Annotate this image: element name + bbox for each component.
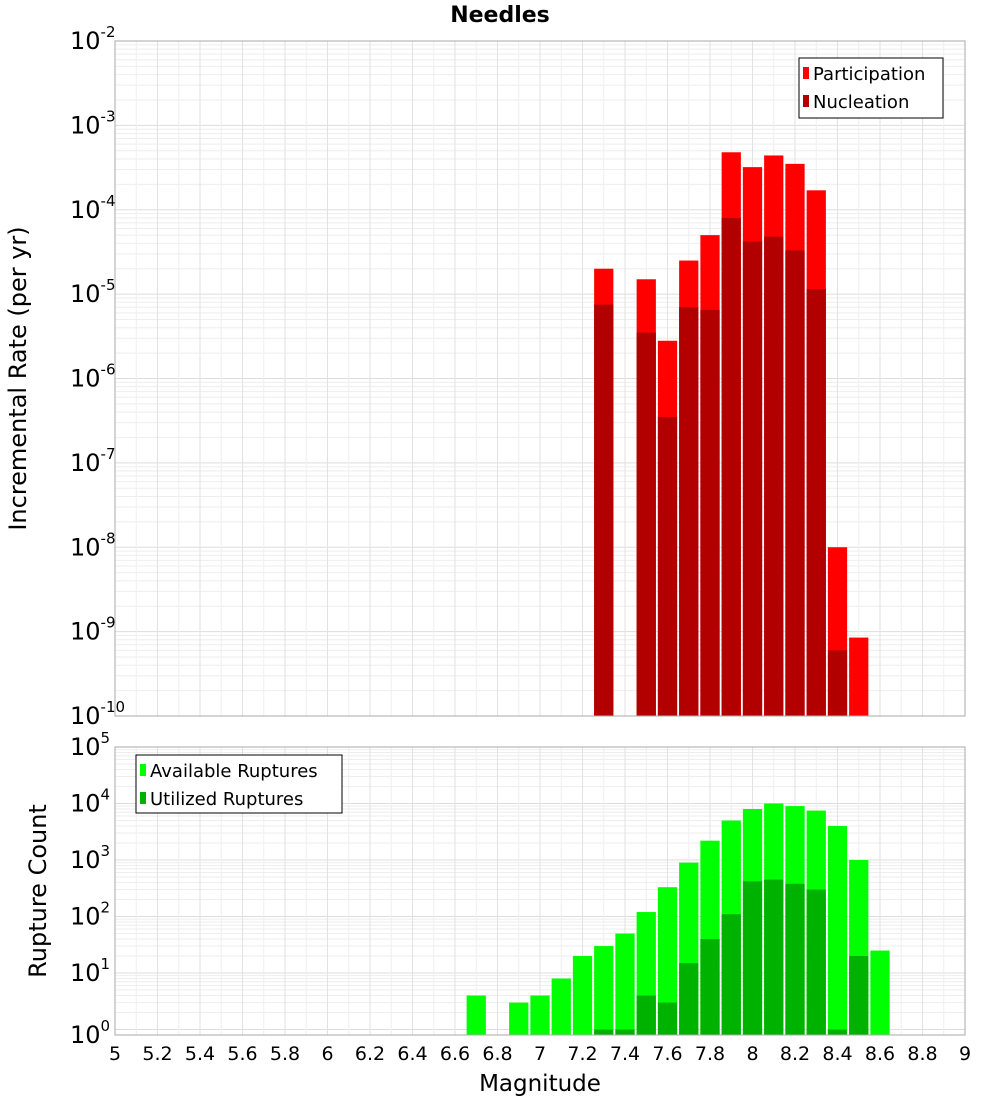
bar-available-ruptures (551, 978, 571, 1035)
chart-title: Needles (450, 3, 550, 28)
bar-utilized-ruptures (764, 879, 784, 1035)
bar-nucleation (742, 241, 763, 717)
plot-panel-2: 100 101 102 103 104 105 (70, 729, 966, 1049)
bar-available-ruptures (466, 995, 486, 1035)
bar-nucleation (827, 650, 848, 716)
y-tick-label: 10-2 (70, 23, 116, 55)
x-tick-label: 8 (746, 1043, 758, 1065)
bar-available-ruptures (657, 887, 678, 1035)
x-tick-label: 8.4 (822, 1043, 852, 1065)
bar-utilized-ruptures (636, 995, 656, 1035)
bar-utilized-ruptures (700, 939, 720, 1035)
x-tick-label: 7.6 (652, 1043, 682, 1065)
x-tick-label: 6 (321, 1043, 333, 1065)
plot-frame (114, 40, 966, 717)
x-tick-label: 6.4 (397, 1043, 427, 1065)
bar-nucleation (764, 236, 784, 716)
plot-panel-1: 10-10 10-9 10-8 10-7 10-6 10-5 10-4 10-3 10-2 (70, 23, 966, 730)
bar-nucleation (594, 304, 614, 716)
bar-available-ruptures (530, 995, 550, 1035)
legend-swatch (140, 792, 146, 804)
y-tick-label: 10-8 (70, 529, 116, 561)
x-axis-label: Magnitude (479, 1071, 601, 1097)
y-tick-label: 10-5 (70, 276, 116, 308)
bar-utilized-ruptures (806, 889, 826, 1035)
y-tick-label: 10-4 (70, 192, 116, 224)
x-tick-label: 7 (534, 1043, 546, 1065)
x-tick-label: 6.8 (482, 1043, 512, 1065)
x-tick-label: 8.2 (780, 1043, 810, 1065)
bar-available-ruptures (615, 933, 635, 1035)
y-axis-label: Incremental Rate (per yr) (4, 226, 32, 530)
y-tick-label: 10-7 (70, 445, 116, 477)
x-tick-label: 5.6 (227, 1043, 257, 1065)
y-tick-label: 105 (70, 729, 110, 761)
bar-nucleation (785, 250, 805, 717)
x-tick-label: 7.8 (695, 1043, 725, 1065)
bar-nucleation (657, 416, 678, 716)
bar-utilized-ruptures (679, 963, 699, 1035)
bar-available-ruptures (572, 956, 593, 1035)
bar-nucleation (679, 307, 699, 716)
bar-utilized-ruptures (657, 1002, 678, 1035)
x-tick-label: 7.2 (567, 1043, 597, 1065)
legend-label: Participation (813, 64, 925, 85)
x-tick-label: 8.6 (865, 1043, 895, 1065)
y-tick-label: 10-3 (70, 107, 116, 139)
bar-utilized-ruptures (721, 914, 741, 1035)
bar-available-ruptures (594, 946, 614, 1035)
legend-swatch (803, 67, 809, 79)
x-tick-label: 6.6 (440, 1043, 470, 1065)
legend-label: Available Ruptures (150, 761, 318, 782)
bar-available-ruptures (509, 1002, 529, 1035)
y-tick-label: 10-6 (70, 361, 116, 393)
legend-swatch (140, 764, 146, 776)
y-tick-label: 10-10 (70, 698, 125, 730)
x-tick-label: 5.2 (142, 1043, 172, 1065)
bar-nucleation (700, 309, 720, 716)
x-tick-label: 5.4 (185, 1043, 215, 1065)
bar-available-ruptures (827, 825, 848, 1035)
bar-available-ruptures (870, 950, 890, 1035)
y-tick-label: 101 (70, 955, 110, 987)
x-tick-label: 5 (109, 1043, 121, 1065)
bar-utilized-ruptures (594, 1029, 614, 1035)
x-tick-label: 7.4 (610, 1043, 640, 1065)
x-tick-label: 6.2 (355, 1043, 385, 1065)
legend-label: Nucleation (813, 92, 909, 113)
y-tick-label: 102 (70, 899, 110, 931)
legend-box (798, 57, 944, 119)
legend: Participation Nucleation (798, 57, 944, 119)
bar-utilized-ruptures (827, 1029, 848, 1035)
x-tick-label: 8.8 (907, 1043, 937, 1065)
y-tick-label: 103 (70, 842, 110, 874)
legend-box (135, 754, 343, 814)
bar-participation (849, 637, 869, 716)
legend-swatch (803, 95, 809, 107)
bar-utilized-ruptures (785, 883, 805, 1035)
y-tick-label: 100 (70, 1017, 110, 1049)
bar-utilized-ruptures (615, 1029, 635, 1035)
y-tick-label: 104 (70, 786, 110, 818)
legend-label: Utilized Ruptures (150, 789, 303, 810)
x-tick-label: 9 (959, 1043, 971, 1065)
bar-utilized-ruptures (849, 956, 869, 1035)
legend: Available Ruptures Utilized Ruptures (135, 754, 343, 814)
y-tick-label: 10-9 (70, 614, 116, 646)
bar-utilized-ruptures (742, 881, 763, 1035)
x-tick-label: 5.8 (270, 1043, 300, 1065)
bar-nucleation (806, 289, 826, 716)
bar-nucleation (636, 332, 656, 716)
y-axis-label: Rupture Count (24, 804, 52, 978)
plot-frame (114, 746, 966, 1036)
bar-nucleation (721, 217, 741, 716)
